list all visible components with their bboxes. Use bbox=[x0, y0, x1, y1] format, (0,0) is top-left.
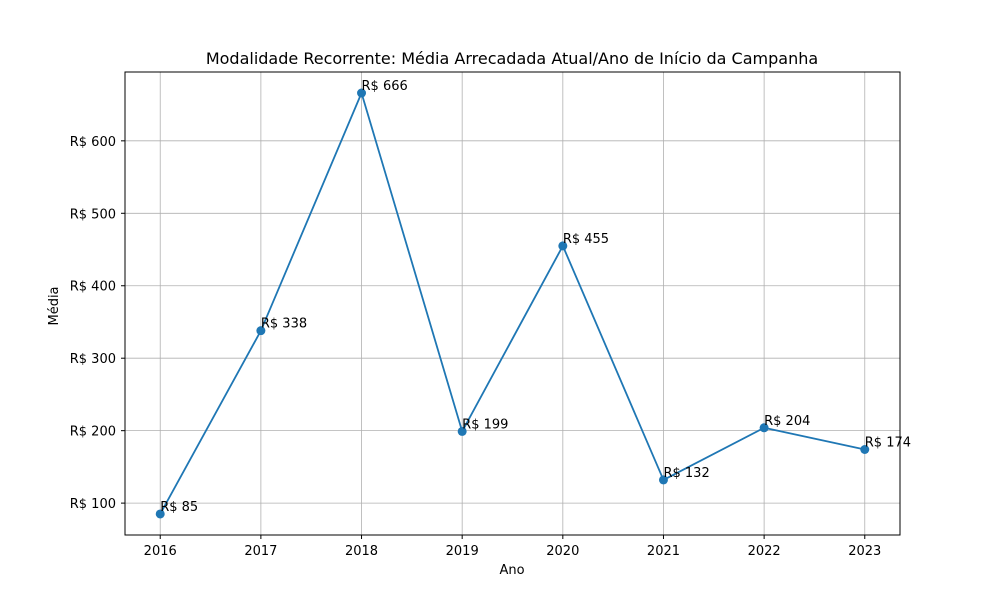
data-point bbox=[658, 475, 668, 485]
y-axis-label: Média bbox=[47, 286, 62, 325]
x-tick-label: 2020 bbox=[546, 544, 579, 559]
y-tick-label: R$ 100 bbox=[70, 497, 116, 512]
axis-ticks: 2016 2017 2018 2019 2020 2021 2022 2023 R$ 100 R$… bbox=[70, 135, 882, 559]
y-tick-label: R$ 300 bbox=[70, 352, 116, 367]
data-label: R$ 204 bbox=[764, 414, 810, 429]
x-tick-label: 2018 bbox=[345, 544, 378, 559]
x-tick-label: 2021 bbox=[647, 544, 680, 559]
data-label: R$ 85 bbox=[160, 500, 198, 515]
data-label: R$ 132 bbox=[663, 466, 709, 481]
data-label: R$ 174 bbox=[865, 436, 911, 451]
chart-title: Modalidade Recorrente: Média Arrecadada … bbox=[206, 49, 818, 68]
data-point bbox=[860, 445, 870, 455]
x-tick-label: 2022 bbox=[748, 544, 781, 559]
series-line bbox=[159, 92, 865, 515]
data-point bbox=[155, 509, 165, 519]
data-label: R$ 666 bbox=[362, 79, 408, 94]
data-point bbox=[256, 326, 266, 336]
series bbox=[155, 88, 870, 519]
x-tick-label: 2017 bbox=[244, 544, 277, 559]
x-tick-label: 2019 bbox=[446, 544, 479, 559]
y-tick-label: R$ 400 bbox=[70, 280, 116, 295]
y-tick-label: R$ 200 bbox=[70, 425, 116, 440]
grid bbox=[125, 72, 900, 535]
data-point bbox=[357, 88, 367, 98]
x-tick-label: 2016 bbox=[144, 544, 177, 559]
data-labels: R$ 85 R$ 338 R$ 666 R$ 199 R$ 455 R$ 132 R$ 20… bbox=[160, 79, 911, 515]
data-label: R$ 455 bbox=[563, 232, 609, 247]
plot-frame bbox=[124, 71, 901, 536]
x-tick-label: 2023 bbox=[848, 544, 881, 559]
data-point bbox=[759, 423, 769, 433]
data-label: R$ 338 bbox=[261, 317, 307, 332]
x-axis-label: Ano bbox=[499, 563, 524, 578]
y-tick-label: R$ 600 bbox=[70, 135, 116, 150]
data-point bbox=[457, 426, 467, 436]
data-point bbox=[558, 241, 568, 251]
data-label: R$ 199 bbox=[462, 417, 508, 432]
y-tick-label: R$ 500 bbox=[70, 207, 116, 222]
